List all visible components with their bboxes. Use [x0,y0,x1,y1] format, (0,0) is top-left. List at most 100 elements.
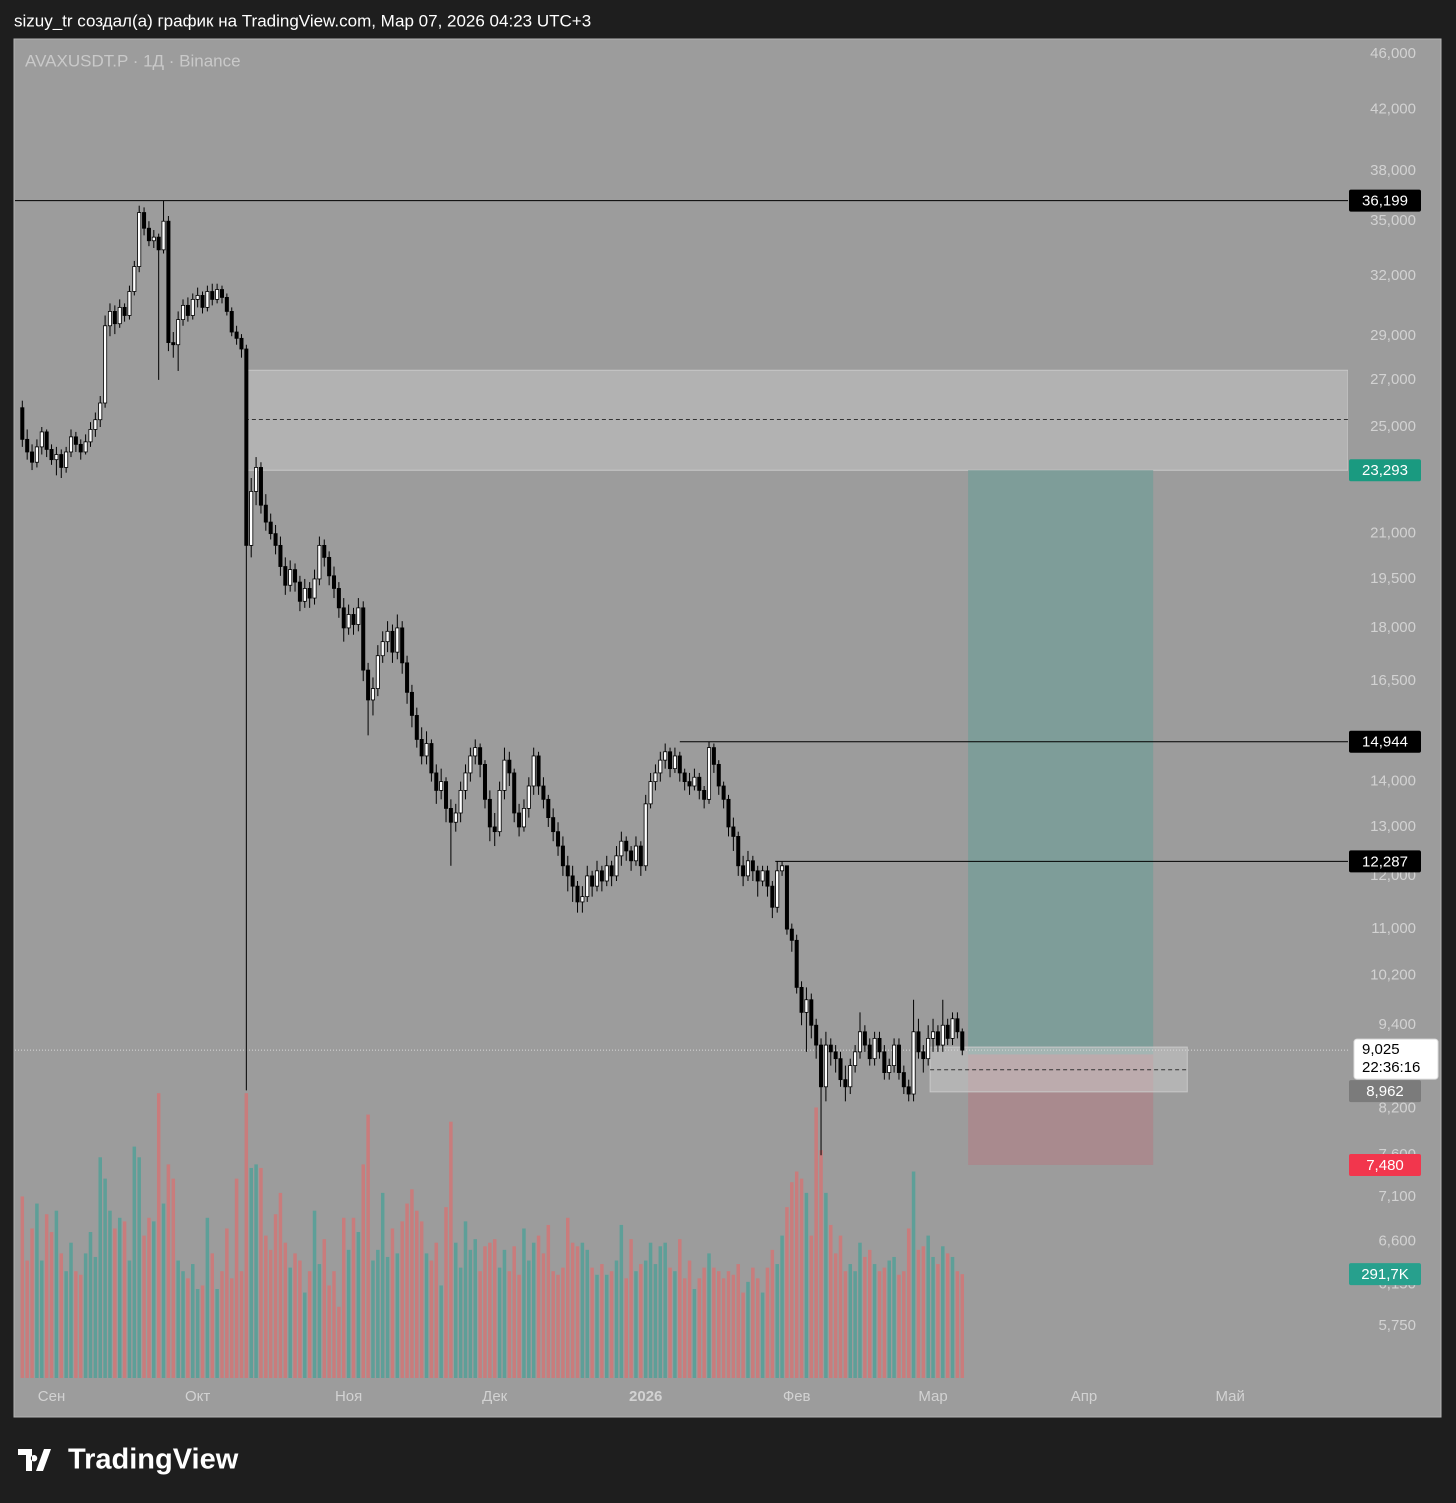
y-tick-label: 6,600 [1378,1232,1416,1249]
candle-body [54,454,59,461]
candle-body [117,306,122,325]
volume-bar [790,1182,794,1378]
volume-bar [156,1093,161,1378]
volume-bar [819,1150,823,1378]
candle-body [254,467,259,492]
volume-bar [171,1178,176,1378]
candle-body [692,776,697,787]
volume-bar [527,1260,531,1378]
candle-body [731,826,736,837]
volume-bar [346,1249,351,1378]
candle-body [526,785,531,809]
volume-bar [166,1164,171,1378]
candle-body [453,812,458,823]
candle-body [585,875,590,898]
volume-bar [488,1242,492,1378]
volume-bar [113,1228,117,1378]
candle-body [633,845,638,862]
volume-bar [911,1171,916,1378]
volume-bar [132,1146,137,1378]
candle-body [799,986,804,1013]
volume-bar [234,1178,239,1378]
candle-body [945,1024,950,1039]
volume-bar [483,1246,487,1378]
candle-body [171,342,176,346]
volume-bar [712,1267,716,1378]
x-tick-label: Фев [783,1388,811,1405]
candle-body [293,569,298,583]
candle-body [556,831,561,847]
volume-bar [468,1249,473,1378]
candle-body [59,454,64,468]
volume-bar [668,1267,672,1378]
volume-bar [561,1267,565,1378]
candle-body [906,1086,911,1095]
y-tick-label: 38,000 [1370,162,1416,179]
volume-bar [356,1232,361,1378]
candle-body [521,808,526,828]
volume-bar [278,1192,283,1378]
volume-bar [585,1249,590,1378]
volume-bar [600,1264,604,1378]
volume-bar [78,1274,83,1378]
volume-bar [341,1217,346,1378]
candle-body [848,1065,853,1088]
volume-bar [64,1271,68,1378]
candle-body [166,220,171,343]
candle-body [531,755,536,787]
volume-bar [619,1224,624,1378]
candle-body [132,266,137,292]
volume-bar [122,1221,127,1378]
volume-bar [872,1264,877,1378]
y-tick-label: 8,200 [1378,1100,1416,1117]
candle-body [317,544,322,580]
volume-bar [590,1267,594,1378]
volume-bar [687,1260,692,1378]
volume-bar [195,1289,200,1378]
candle-body [473,747,478,757]
volume-bar [337,1306,341,1378]
candle-body [711,747,716,765]
volume-bar [458,1267,463,1378]
volume-bar [74,1271,78,1378]
stop-tag-label: 7,480 [1366,1157,1404,1174]
volume-bar [239,1271,244,1378]
volume-bar [804,1192,809,1378]
volume-bar [887,1260,891,1378]
entry-tag: 8,962 [1349,1080,1421,1103]
volume-bar [639,1264,643,1378]
candle-body [356,607,361,625]
y-tick-label: 16,500 [1370,672,1416,689]
y-tick-label: 25,000 [1370,418,1416,435]
volume-bar [848,1264,853,1378]
candle-body [614,855,619,877]
volume-bar [181,1271,185,1378]
candle-body [263,504,268,523]
candle-body [750,860,755,872]
volume-bar [288,1267,292,1378]
volume-bar [317,1264,322,1378]
volume-bar [916,1249,921,1378]
candle-body [414,715,419,740]
candle-body [146,227,151,242]
candle-body [594,870,600,887]
volume-bar [249,1167,253,1378]
volume-bar [361,1164,365,1378]
y-tick-label: 9,400 [1378,1016,1416,1033]
candle-body [512,772,517,814]
candle-body [687,781,692,787]
candle-body [833,1051,838,1060]
volume-bar [434,1242,439,1378]
candle-body [955,1018,960,1033]
y-tick-label: 14,000 [1370,773,1416,790]
volume-bar [371,1260,375,1378]
candle-body [536,755,541,787]
candle-body [234,331,239,339]
plot [15,200,1348,1378]
candle-body [570,875,575,887]
volume-bar [892,1256,896,1378]
y-tick-label: 32,000 [1370,267,1416,284]
volume-bar [44,1214,49,1378]
volume-bar [741,1292,745,1378]
candle-body [877,1037,882,1053]
